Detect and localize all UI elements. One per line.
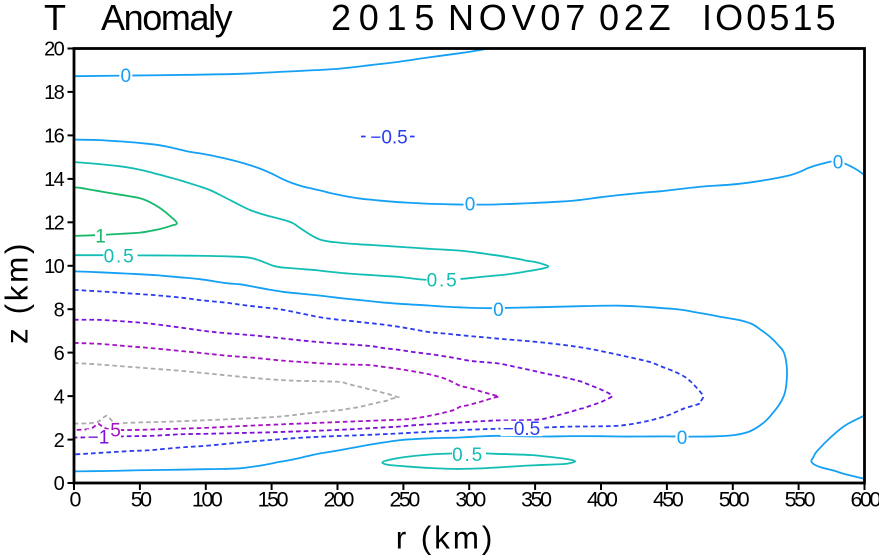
svg-text:350: 350	[521, 488, 552, 512]
svg-text:0: 0	[465, 195, 476, 216]
svg-text:500: 500	[719, 488, 750, 512]
svg-text:100: 100	[192, 488, 223, 512]
svg-text:z (km): z (km)	[0, 241, 35, 344]
svg-text:−0.5: −0.5	[503, 419, 541, 440]
svg-text:450: 450	[653, 488, 684, 512]
svg-text:0: 0	[493, 300, 504, 321]
svg-text:0.5: 0.5	[104, 246, 136, 267]
svg-text:−1: −1	[88, 428, 110, 449]
svg-text:50: 50	[131, 488, 152, 512]
svg-text:400: 400	[587, 488, 618, 512]
svg-text:IO0515: IO0515	[702, 0, 839, 38]
svg-text:10: 10	[44, 256, 65, 278]
svg-text:250: 250	[389, 488, 420, 512]
svg-text:4: 4	[54, 386, 65, 408]
svg-text:5: 5	[110, 421, 121, 442]
svg-text:6: 6	[54, 343, 65, 365]
svg-text:0: 0	[54, 473, 65, 495]
svg-text:550: 550	[785, 488, 816, 512]
svg-text:8: 8	[54, 299, 65, 321]
svg-text:r (km): r (km)	[396, 520, 496, 556]
svg-text:16: 16	[44, 126, 65, 148]
svg-text:600: 600	[851, 488, 879, 512]
svg-text:2015: 2015	[331, 0, 442, 38]
svg-text:200: 200	[324, 488, 355, 512]
svg-text:300: 300	[455, 488, 486, 512]
svg-text:0.5: 0.5	[427, 271, 459, 292]
svg-text:0: 0	[833, 153, 844, 174]
svg-text:NOV07: NOV07	[448, 0, 590, 38]
svg-text:12: 12	[44, 213, 65, 235]
svg-text:0: 0	[677, 428, 688, 449]
svg-text:14: 14	[44, 169, 65, 191]
svg-text:1: 1	[95, 227, 106, 248]
svg-text:0.5: 0.5	[452, 445, 484, 466]
svg-text:20: 20	[44, 39, 65, 61]
svg-text:18: 18	[44, 82, 65, 104]
svg-text:150: 150	[258, 488, 289, 512]
svg-text:02Z: 02Z	[599, 0, 675, 38]
svg-text:−0.5: −0.5	[370, 128, 408, 149]
svg-text:Anomaly: Anomaly	[101, 0, 233, 38]
svg-text:0: 0	[121, 66, 132, 87]
svg-text:T: T	[44, 0, 66, 38]
svg-text:2: 2	[54, 430, 65, 452]
